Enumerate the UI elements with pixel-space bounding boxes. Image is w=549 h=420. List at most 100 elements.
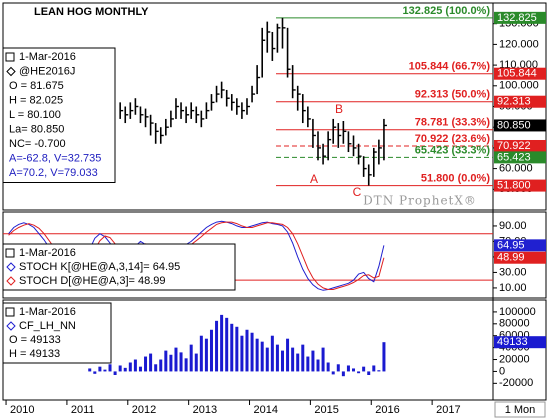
fib-level-label: 65.423 (33.3%) xyxy=(415,144,491,156)
info-line: 1-Mar-2016 xyxy=(19,51,76,63)
y-tick-label: 100000 xyxy=(499,306,536,318)
volume-bar xyxy=(154,364,158,372)
volume-bar xyxy=(93,371,97,374)
info-icon xyxy=(5,307,15,317)
volume-bar xyxy=(346,365,350,372)
info-line: 1-Mar-2016 xyxy=(19,247,76,259)
info-line: STOCH K[@HE@A,3,14]= 64.95 xyxy=(19,261,180,273)
volume-bar xyxy=(98,366,102,372)
info-box xyxy=(2,302,112,364)
price-tag-label: 80.850 xyxy=(497,119,531,131)
x-tick-label: 2013 xyxy=(193,404,217,416)
volume-bar xyxy=(108,364,112,372)
x-tick-label: 2016 xyxy=(375,404,399,416)
volume-bar xyxy=(301,344,305,372)
volume-bar xyxy=(113,371,117,375)
volume-bar xyxy=(270,335,274,372)
y-tick-label: 30.00 xyxy=(499,266,527,278)
volume-bar xyxy=(123,367,127,372)
volume-bar xyxy=(367,371,371,375)
info-box xyxy=(2,47,116,183)
volume-tag xyxy=(494,336,546,349)
volume-bar xyxy=(357,371,361,374)
price-tag xyxy=(494,119,546,132)
volume-bar xyxy=(311,350,315,372)
volume-bar xyxy=(382,342,386,372)
volume-bar xyxy=(230,323,234,372)
price-tag-label: 132.825 xyxy=(497,12,537,24)
info-line: CF_LH_NN xyxy=(19,320,76,332)
y-tick-label: 80000 xyxy=(499,318,530,330)
info-diamond xyxy=(6,321,16,331)
info-line: @HE2016J xyxy=(19,65,75,77)
fib-level-label: 51.800 (0.0%) xyxy=(421,172,490,184)
stoch-tag xyxy=(494,239,546,252)
fib-level-label: 70.922 (23.6%) xyxy=(415,133,491,145)
x-tick-label: 2010 xyxy=(10,404,34,416)
volume-bar xyxy=(362,366,366,372)
info-line: La= 80.850 xyxy=(9,123,64,135)
y-tick-label: 10.00 xyxy=(499,282,527,294)
price-tag xyxy=(494,151,546,164)
volume-bar xyxy=(352,368,356,372)
y-tick-label: 120.000 xyxy=(499,38,539,50)
volume-bar xyxy=(306,356,310,372)
volume-bar xyxy=(199,335,203,372)
annotation: C xyxy=(353,185,362,199)
volume-bar xyxy=(184,358,188,372)
volume-bar xyxy=(265,347,269,372)
x-tick-label: 2014 xyxy=(254,404,278,416)
price-tag xyxy=(494,139,546,152)
info-line: H = 49133 xyxy=(9,348,60,360)
volume-bar xyxy=(341,371,345,377)
volume-bar xyxy=(377,370,381,372)
volume-bar xyxy=(331,371,335,375)
stoch-tag-label: 64.95 xyxy=(497,239,525,251)
price-tag xyxy=(494,179,546,192)
volume-bar xyxy=(133,359,137,372)
volume-bar xyxy=(159,359,163,372)
fib-level-label: 78.781 (33.3%) xyxy=(415,117,491,129)
volume-bar xyxy=(336,364,340,372)
volume-bar xyxy=(144,356,148,372)
volume-bar xyxy=(235,326,239,372)
price-tag-label: 92.313 xyxy=(497,96,531,108)
volume-bar xyxy=(275,344,279,372)
volume-bar xyxy=(179,352,183,372)
volume-bar xyxy=(291,347,295,372)
y-tick-label: 100.000 xyxy=(499,80,539,92)
info-diamond xyxy=(6,262,16,272)
volume-bar xyxy=(296,353,300,372)
price-tag xyxy=(494,67,546,80)
volume-bar xyxy=(260,341,264,372)
fib-level-label: 92.313 (50.0%) xyxy=(415,89,491,101)
volume-bar xyxy=(321,347,325,372)
x-tick-label: 2011 xyxy=(71,404,95,416)
y-tick-label: -20000 xyxy=(499,377,533,389)
volume-bar xyxy=(215,320,219,372)
price-tag-label: 70.922 xyxy=(497,140,531,152)
volume-bar xyxy=(118,365,122,372)
y-tick-label: 60.000 xyxy=(499,163,533,175)
price-tag-label: 65.423 xyxy=(497,151,531,163)
info-line: A=70.2, V=79.033 xyxy=(9,167,98,179)
info-diamond xyxy=(6,66,16,77)
volume-bar xyxy=(255,338,259,372)
info-line: A=-62.8, V=32.735 xyxy=(9,152,101,164)
chart-title: LEAN HOG MONTHLY xyxy=(34,6,149,18)
volume-tag-label: 49133 xyxy=(497,336,528,348)
period-label: 1 Mon xyxy=(505,404,536,416)
price-tag-label: 51.800 xyxy=(497,179,531,191)
period-box xyxy=(494,401,546,418)
stoch-tag-label: 48.99 xyxy=(497,252,525,264)
volume-bar xyxy=(149,353,153,372)
price-tag xyxy=(494,95,546,108)
info-line: L = 80.100 xyxy=(9,109,61,121)
info-box xyxy=(2,243,236,291)
y-tick-label: 20000 xyxy=(499,353,530,365)
volume-bar xyxy=(204,338,208,372)
volume-bar xyxy=(103,369,107,372)
volume-bar xyxy=(138,366,142,372)
x-tick-label: 2012 xyxy=(132,404,156,416)
